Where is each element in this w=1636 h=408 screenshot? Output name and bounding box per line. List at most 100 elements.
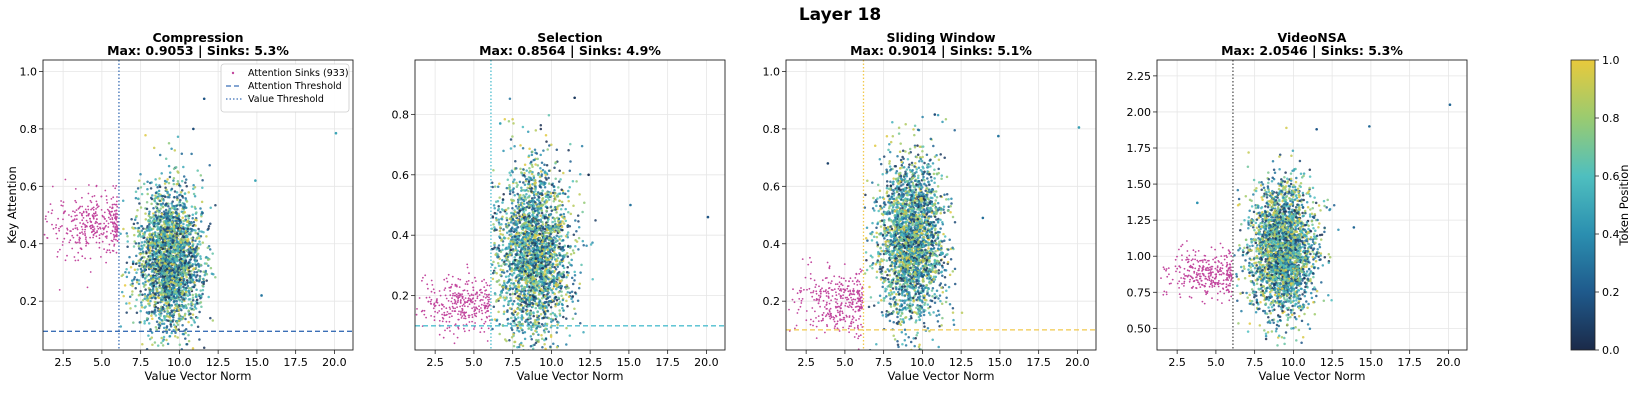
sink-point <box>88 213 90 215</box>
sink-point <box>475 293 477 295</box>
data-point <box>179 219 182 222</box>
data-point <box>159 195 162 198</box>
data-point <box>167 215 170 218</box>
data-point <box>205 270 208 273</box>
data-point <box>182 292 185 295</box>
data-point <box>569 143 572 146</box>
legend-entry: Attention Threshold <box>248 81 342 92</box>
sink-point <box>427 288 429 290</box>
data-point <box>167 239 170 242</box>
sink-point <box>446 327 448 329</box>
data-point <box>164 240 167 243</box>
data-point <box>176 306 179 309</box>
data-point <box>181 195 184 198</box>
sink-point <box>486 316 488 318</box>
sink-point <box>462 290 464 292</box>
sink-point <box>485 321 487 323</box>
sink-point <box>110 214 112 216</box>
data-point <box>139 293 142 296</box>
sink-point <box>64 211 66 213</box>
sink-point <box>467 293 469 295</box>
sink-point <box>481 292 483 294</box>
sink-point <box>88 243 90 245</box>
data-point <box>152 263 155 266</box>
data-point <box>507 237 510 240</box>
data-point <box>176 241 179 244</box>
sink-point <box>474 322 476 324</box>
data-point <box>136 281 139 284</box>
data-point <box>155 256 158 259</box>
data-point <box>516 207 519 210</box>
data-point <box>147 334 150 337</box>
data-point <box>543 339 546 342</box>
sink-point <box>443 312 445 314</box>
sink-point <box>434 311 436 313</box>
sink-point <box>431 291 433 293</box>
sink-point <box>465 318 467 320</box>
data-point <box>531 154 534 157</box>
data-point <box>124 271 127 274</box>
data-point <box>194 195 197 198</box>
data-point <box>577 220 580 223</box>
data-point <box>198 311 201 314</box>
data-point <box>191 228 194 231</box>
data-point <box>183 220 186 223</box>
sink-point <box>79 206 81 208</box>
sink-point <box>433 288 435 290</box>
sink-point <box>51 224 53 226</box>
sink-point <box>79 238 81 240</box>
sink-point <box>457 298 459 300</box>
sink-point <box>86 215 88 217</box>
data-point <box>149 255 152 258</box>
data-point <box>142 227 145 230</box>
data-point <box>193 271 196 274</box>
sink-point <box>75 241 77 243</box>
sink-point <box>115 219 117 221</box>
sink-point <box>92 196 94 198</box>
data-point <box>192 347 195 350</box>
data-point <box>206 273 209 276</box>
sink-point <box>469 295 471 297</box>
sink-point <box>113 225 115 227</box>
data-point <box>133 223 136 226</box>
data-point <box>178 289 181 292</box>
data-point <box>179 204 182 207</box>
data-point <box>136 312 139 315</box>
data-point <box>520 351 523 354</box>
sink-point <box>459 286 461 288</box>
data-point <box>530 338 533 341</box>
sink-point <box>481 280 483 282</box>
data-point <box>157 238 160 241</box>
data-point <box>156 321 159 324</box>
data-point <box>168 297 171 300</box>
sink-point <box>23 210 25 212</box>
data-point <box>182 212 185 215</box>
data-point <box>554 318 557 321</box>
data-point <box>199 207 202 210</box>
data-point <box>185 276 188 279</box>
data-point <box>154 341 157 344</box>
data-point <box>187 309 190 312</box>
data-point <box>122 199 125 202</box>
sink-point <box>93 234 95 236</box>
sink-point <box>487 306 489 308</box>
data-point <box>192 299 195 302</box>
data-point <box>182 269 185 272</box>
data-point <box>549 261 552 264</box>
data-point <box>569 263 572 266</box>
data-point <box>559 192 562 195</box>
data-point <box>146 188 149 191</box>
data-point <box>184 192 187 195</box>
data-point <box>191 294 194 297</box>
data-point <box>133 240 136 243</box>
sink-point <box>90 200 92 202</box>
data-point <box>160 298 163 301</box>
data-point <box>145 252 148 255</box>
data-point <box>192 353 195 356</box>
data-point <box>557 321 560 324</box>
data-point <box>208 225 211 228</box>
data-point <box>186 200 189 203</box>
data-point <box>168 267 171 270</box>
data-point <box>138 262 141 265</box>
sink-point <box>93 230 95 232</box>
